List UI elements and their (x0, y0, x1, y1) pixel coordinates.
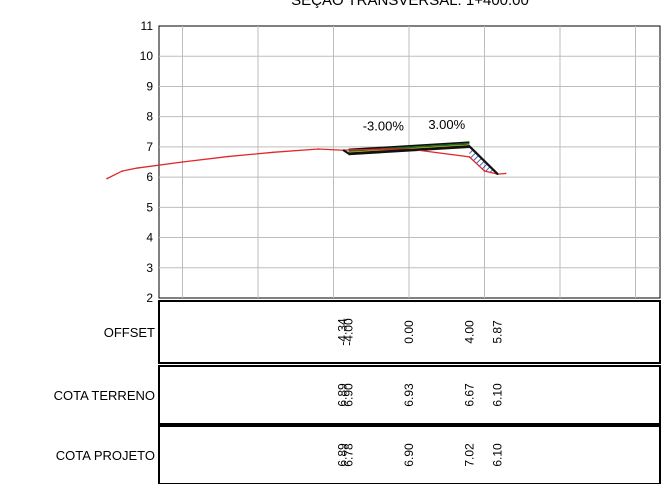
row-value: 4.00 (462, 320, 476, 344)
slope-label: 3.00% (428, 117, 465, 132)
slope-labels: -3.00% 3.00% (363, 117, 466, 134)
pavement-layer-line (348, 141, 470, 151)
row-value: 6.89 (335, 443, 349, 467)
y-tick-label: 7 (146, 140, 153, 154)
y-tick-label: 4 (146, 231, 153, 245)
grid (158, 25, 661, 299)
table-row (158, 425, 661, 484)
row-value: 0.00 (402, 320, 416, 344)
y-tick-label: 5 (146, 200, 153, 214)
row-value: 6.78 (342, 443, 356, 467)
y-tick-label: 11 (141, 19, 154, 33)
row-value: 6.10 (491, 443, 505, 467)
terrain-point (227, 155, 229, 158)
terrain-point (483, 170, 486, 172)
row-label: OFFSET (104, 325, 155, 340)
row-value: 6.90 (402, 443, 416, 467)
y-tick-label: 2 (146, 291, 153, 305)
row-value: 6.67 (462, 383, 476, 407)
terrain-point (468, 156, 471, 158)
row-label: COTA PROJETO (56, 448, 155, 463)
design-point (408, 149, 410, 151)
terrain-point (317, 148, 320, 150)
row-value: 6.93 (402, 383, 416, 407)
terrain-point (136, 167, 138, 169)
design-point (468, 145, 471, 148)
y-tick-label: 3 (146, 261, 153, 275)
row-value: 5.87 (491, 320, 505, 344)
table-row (158, 300, 661, 364)
terrain-point (121, 170, 123, 172)
terrain-point (504, 172, 507, 175)
chart-title: SEÇÃO TRANSVERSAL: 1+400.00 (291, 0, 529, 9)
row-value: 6.90 (342, 383, 356, 407)
row-value: 6.10 (491, 383, 505, 407)
terrain-line (106, 148, 506, 180)
row-label: COTA TERRENO (54, 388, 155, 403)
design-point (347, 152, 350, 155)
series-lines (106, 145, 507, 180)
y-tick-label: 10 (140, 49, 154, 63)
data-table: OFFSET -4.34-4.00 0.00 4.00 5.87 COTA TERRENO… (54, 300, 661, 484)
design-point (496, 173, 499, 175)
y-tick-label: 8 (146, 110, 153, 124)
row-value: -4.34 (335, 318, 349, 346)
terrain-point (272, 151, 274, 154)
row-value: -4.00 (342, 318, 356, 346)
terrain-point (347, 149, 350, 151)
y-tick-label: 6 (146, 170, 153, 184)
y-axis-ticks: 2 3 4 5 6 7 8 9 10 11 (140, 19, 154, 305)
y-tick-label: 9 (146, 79, 153, 93)
terrain-point (106, 177, 108, 180)
row-value: 7.02 (462, 443, 476, 467)
table-row (158, 365, 661, 425)
design-point (342, 149, 345, 152)
row-value: 6.89 (335, 383, 349, 407)
terrain-point (181, 161, 184, 163)
slope-label: -3.00% (363, 118, 405, 133)
